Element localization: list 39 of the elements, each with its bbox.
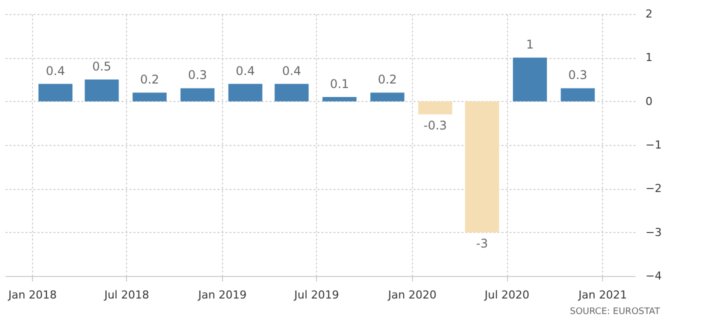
data-label: 1 [526,38,534,52]
data-label: 0.2 [378,72,397,87]
x-tick-label: Jul 2018 [103,288,150,302]
y-tick-label: −2 [646,182,662,196]
data-label: 0.2 [140,72,160,87]
y-tick-label: 1 [646,51,652,64]
bar [418,101,452,114]
x-tick-label: Jul 2019 [293,288,339,302]
data-label: 0.4 [46,64,66,78]
data-label: 0.5 [92,60,112,74]
x-tick-label: Jan 2021 [578,288,627,302]
data-label: -0.3 [424,118,447,132]
bar [180,88,214,102]
bar [228,84,262,102]
source-note: SOURCE: EUROSTAT [570,307,660,317]
x-tick-label: Jul 2020 [484,288,530,302]
bar [274,84,309,102]
data-label: 0.3 [188,68,208,82]
y-tick-label: 0 [646,94,652,108]
data-label: -3 [476,236,488,250]
bar [512,58,547,102]
y-tick-label: −3 [646,226,662,239]
bar [84,80,119,102]
data-label: 0.4 [282,64,302,78]
x-tick-label: Jan 2019 [197,288,247,302]
bar [370,92,404,102]
bar [465,101,500,232]
data-label: 0.3 [568,68,588,82]
bar [322,96,357,102]
data-label: 0.4 [236,64,255,78]
bar [132,92,167,102]
y-tick-label: −1 [646,138,662,152]
x-tick-label: Jan 2018 [7,288,57,302]
bar [38,84,72,102]
data-label: 0.1 [330,76,350,91]
bar [560,88,595,102]
y-tick-label: 2 [646,8,652,20]
x-tick-label: Jan 2020 [387,288,437,302]
y-tick-label: −4 [646,270,662,282]
